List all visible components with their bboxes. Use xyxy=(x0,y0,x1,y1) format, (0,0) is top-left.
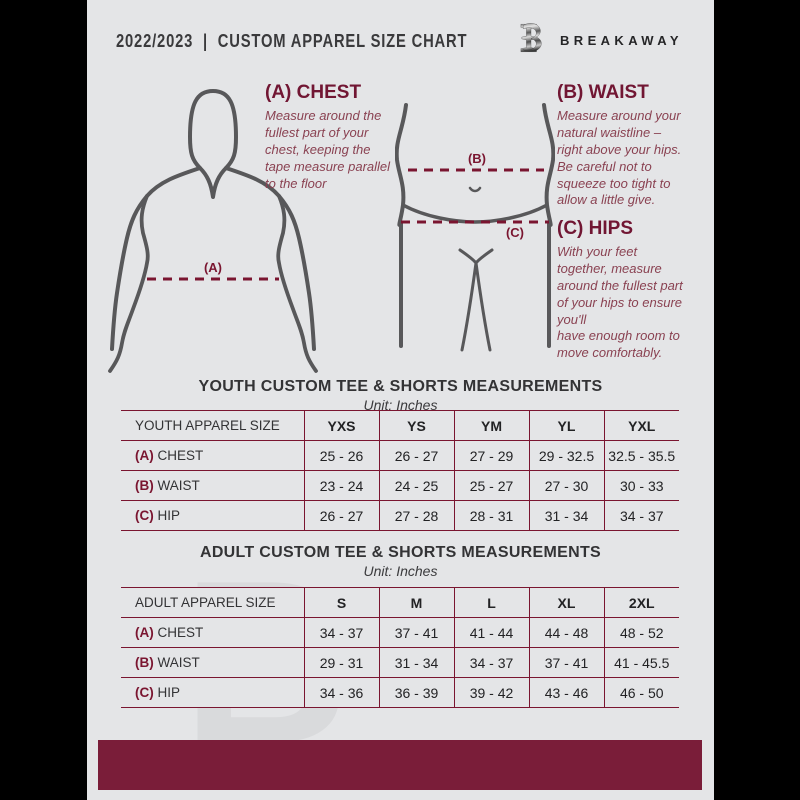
svg-text:(A): (A) xyxy=(204,260,222,275)
svg-text:(B): (B) xyxy=(468,151,486,166)
svg-text:(C): (C) xyxy=(506,225,524,240)
